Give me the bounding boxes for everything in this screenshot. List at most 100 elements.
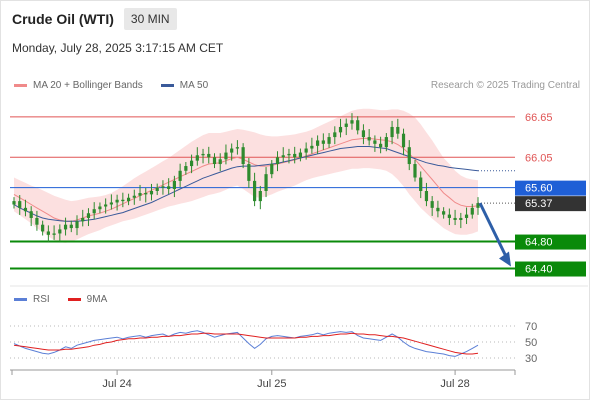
rsi-tick-50: 50 <box>525 337 537 349</box>
candle-body <box>476 203 480 208</box>
copyright-text: Research © 2025 Trading Central <box>430 80 580 91</box>
candle-body <box>298 152 303 158</box>
candle-body <box>126 197 131 202</box>
candle-body <box>252 180 257 202</box>
candle-body <box>453 217 457 220</box>
level-label-64.40: 64.40 <box>525 264 553 276</box>
candle-body <box>52 233 56 235</box>
candle-body <box>75 221 79 229</box>
level-label-66.05: 66.05 <box>525 152 553 164</box>
candle-body <box>396 126 400 134</box>
candle-body <box>373 140 377 144</box>
candle-body <box>109 202 113 205</box>
candle-body <box>338 126 343 133</box>
rsi-tick-30: 30 <box>525 353 537 365</box>
candle-body <box>350 120 354 124</box>
candle-body <box>379 143 383 148</box>
candle-body <box>258 191 262 202</box>
candle-body <box>161 186 165 188</box>
candle-body <box>390 126 394 138</box>
candle-body <box>41 224 45 232</box>
candle-body <box>316 140 320 146</box>
candle-body <box>58 229 62 234</box>
candle-body <box>63 224 68 230</box>
legend-item-rsi: RSI <box>14 294 50 305</box>
legend-item-9ma: 9MA <box>67 294 108 305</box>
legend-label-ma20: MA 20 + Bollinger Bands <box>33 80 143 91</box>
level-label-65.60: 65.60 <box>525 183 553 195</box>
candle-body <box>195 155 199 161</box>
candle-body <box>424 191 429 202</box>
candles-group <box>12 113 480 242</box>
candle-body <box>12 201 16 205</box>
rsi-legend: RSI 9MA <box>14 294 125 305</box>
level-box-64.80 <box>515 234 586 250</box>
candle-body <box>138 193 142 196</box>
candle-body <box>447 214 451 218</box>
ma50-line <box>13 146 479 222</box>
rsi-line <box>13 330 479 357</box>
candle-body <box>281 155 285 158</box>
main-legend: MA 20 + Bollinger Bands MA 50 <box>14 80 226 91</box>
candle-body <box>149 191 154 195</box>
candle-body <box>86 213 91 218</box>
candle-body <box>247 164 251 181</box>
candle-body <box>115 199 119 203</box>
candle-body <box>218 159 222 165</box>
level-box-65.60 <box>515 180 586 196</box>
level-box-64.40 <box>515 261 586 277</box>
timestamp: Monday, July 28, 2025 3:17:15 AM CET <box>12 41 224 55</box>
candle-body <box>92 209 96 214</box>
x-tick-label: Jul 24 <box>102 378 131 390</box>
candle-body <box>384 137 388 148</box>
candle-body <box>121 199 125 202</box>
candle-body <box>344 123 348 127</box>
candle-body <box>287 153 291 156</box>
candle-body <box>155 187 159 191</box>
candle-body <box>470 207 474 215</box>
candle-body <box>81 217 85 222</box>
candle-body <box>46 231 50 235</box>
candle-body <box>401 133 406 148</box>
ma20-line <box>13 137 479 222</box>
candle-body <box>419 177 423 191</box>
candle-body <box>264 174 268 191</box>
candle-body <box>430 201 434 208</box>
forecast-arrow-shaft <box>478 202 509 260</box>
last-price-box <box>515 196 586 212</box>
candle-body <box>310 145 314 149</box>
legend-label-9ma: 9MA <box>86 294 108 305</box>
legend-label-rsi: RSI <box>33 294 50 305</box>
candle-body <box>327 137 331 144</box>
candle-body <box>18 201 22 208</box>
candle-body <box>270 164 274 175</box>
timeframe-badge[interactable]: 30 MIN <box>123 8 177 30</box>
candle-body <box>98 206 102 210</box>
candle-body <box>367 137 371 141</box>
candle-body <box>275 157 280 165</box>
last-price-label: 65.37 <box>525 198 553 210</box>
candle-body <box>178 170 182 181</box>
level-label-66.65: 66.65 <box>525 112 553 124</box>
candle-body <box>293 153 297 158</box>
rsi-tick-70: 70 <box>525 321 537 333</box>
legend-label-ma50: MA 50 <box>179 80 209 91</box>
candle-body <box>459 217 463 220</box>
candle-body <box>35 217 39 225</box>
candle-body <box>167 186 171 189</box>
candle-body <box>132 195 136 198</box>
candle-body <box>104 204 108 207</box>
candle-body <box>184 166 188 171</box>
candle-body <box>230 148 234 153</box>
candle-body <box>464 214 469 218</box>
bollinger-band <box>14 108 478 243</box>
candle-body <box>436 207 440 212</box>
legend-item-ma50: MA 50 <box>160 80 209 91</box>
x-tick-label: Jul 28 <box>440 378 469 390</box>
forecast-arrow-head <box>499 251 511 267</box>
candle-body <box>333 132 337 138</box>
header: Crude Oil (WTI) 30 MIN <box>12 8 177 30</box>
candle-body <box>413 164 417 178</box>
candle-body <box>212 157 217 165</box>
